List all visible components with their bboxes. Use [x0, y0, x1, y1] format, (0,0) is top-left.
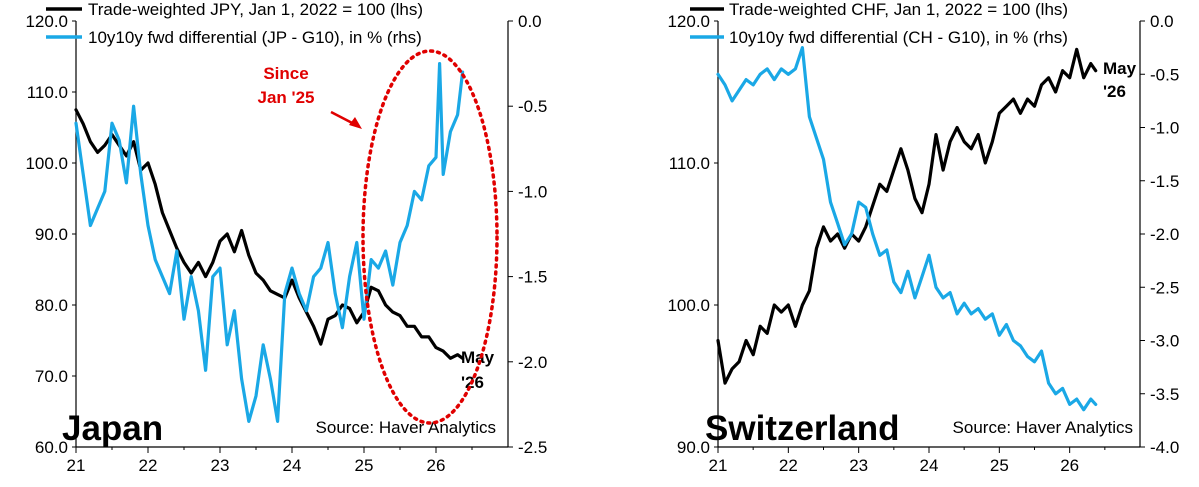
x-tick-label: 26	[1060, 456, 1079, 475]
x-tick-label: 22	[779, 456, 798, 475]
left-tick-label: 90.0	[35, 225, 68, 244]
right-tick-label: -2.0	[518, 353, 547, 372]
series-line-fwd-differential	[716, 45, 1098, 412]
right-tick-label: 0.0	[1150, 12, 1174, 31]
left-tick-label: 100.0	[25, 154, 68, 173]
x-tick-label: 25	[990, 456, 1009, 475]
left-tick-label: 80.0	[35, 296, 68, 315]
end-date-label: May	[1103, 59, 1137, 78]
source-label: Source: Haver Analytics	[953, 418, 1133, 437]
left-tick-label: 120.0	[25, 12, 68, 31]
right-tick-label: 0.0	[518, 12, 542, 31]
left-tick-label: 120.0	[667, 12, 710, 31]
right-tick-label: -2.5	[518, 438, 547, 457]
right-tick-label: -2.5	[1150, 278, 1179, 297]
left-tick-label: 70.0	[35, 367, 68, 386]
x-tick-label: 23	[211, 456, 230, 475]
end-date-label: '26	[1103, 82, 1126, 101]
japan-panel: 60.0 70.0 80.0 90.0 100.0 110.0 120.0 -2.5 -2.0 -…	[25, 0, 547, 475]
x-tick-label: 24	[283, 456, 302, 475]
legend-label: Trade-weighted JPY, Jan 1, 2022 = 100 (l…	[88, 0, 423, 19]
right-tick-label: -2.0	[1150, 225, 1179, 244]
end-date-label: May	[461, 348, 495, 367]
right-tick-label: -3.0	[1150, 332, 1179, 351]
left-tick-label: 60.0	[35, 438, 68, 457]
panel-title: Switzerland	[705, 409, 899, 448]
right-tick-label: -1.0	[518, 182, 547, 201]
legend-label: 10y10y fwd differential (CH - G10), in %…	[729, 28, 1068, 47]
annotation-ellipse	[361, 49, 499, 425]
legend-label: Trade-weighted CHF, Jan 1, 2022 = 100 (l…	[729, 0, 1068, 19]
right-tick-label: -3.5	[1150, 385, 1179, 404]
series-line-fx-index	[716, 47, 1098, 385]
x-tick-label: 21	[67, 456, 86, 475]
right-tick-label: -4.0	[1150, 438, 1179, 457]
x-tick-label: 22	[139, 456, 158, 475]
right-tick-label: -1.5	[1150, 172, 1179, 191]
left-tick-label: 110.0	[669, 154, 710, 173]
panel-title: Japan	[62, 409, 163, 448]
right-tick-label: -1.5	[518, 268, 547, 287]
x-tick-label: 26	[427, 456, 446, 475]
left-tick-label: 90.0	[677, 438, 710, 457]
right-tick-label: -1.0	[1150, 119, 1179, 138]
x-tick-label: 24	[920, 456, 939, 475]
x-tick-label: 21	[709, 456, 728, 475]
left-tick-label: 100.0	[667, 296, 710, 315]
annotation-label: Jan '25	[258, 88, 315, 107]
legend-label: 10y10y fwd differential (JP - G10), in %…	[88, 28, 422, 47]
x-tick-label: 23	[849, 456, 868, 475]
right-tick-label: -0.5	[518, 97, 547, 116]
right-tick-label: -0.5	[1150, 65, 1179, 84]
x-tick-label: 25	[355, 456, 374, 475]
source-label: Source: Haver Analytics	[316, 418, 496, 437]
series-line-fwd-differential	[74, 61, 465, 423]
left-tick-label: 110.0	[27, 83, 68, 102]
annotation-label: Since	[263, 64, 308, 83]
annotation-arrow-head	[349, 117, 362, 129]
switzerland-panel: 90.0 100.0 110.0 120.0 -4.0 -3.5 -3.0 -2.5 -2.0 -…	[667, 0, 1179, 475]
